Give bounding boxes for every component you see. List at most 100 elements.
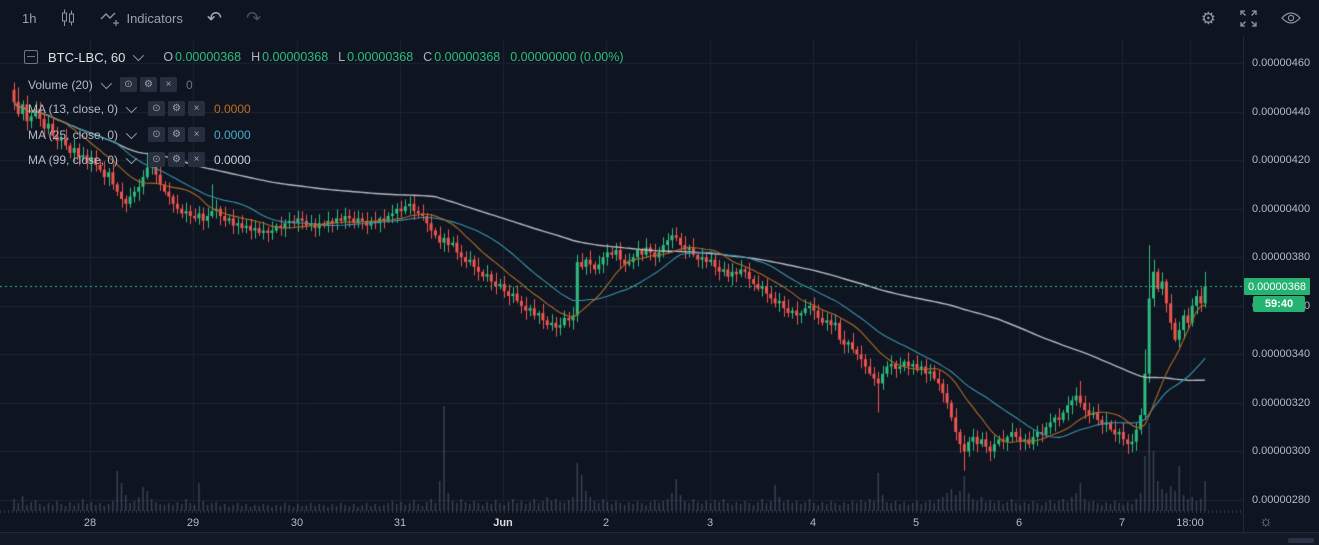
price-axis-label: 0.00000300 <box>1252 445 1311 458</box>
ma99-indicator-label[interactable]: MA (99, close, 0) <box>28 152 148 167</box>
gear-icon: ⚙ <box>172 129 181 140</box>
ma13-value: 0.0000 <box>214 101 251 116</box>
hide-indicator-button[interactable]: ⊙ <box>120 77 137 92</box>
price-axis-border <box>1243 36 1244 533</box>
remove-indicator-button[interactable]: × <box>188 127 205 142</box>
interval-button[interactable]: 1h <box>22 11 36 26</box>
close-value: 0.00000368 <box>434 50 501 64</box>
ma25-indicator-buttons: ⊙ ⚙ × <box>148 127 205 142</box>
fullscreen-icon <box>1240 9 1257 27</box>
time-axis-label: 3 <box>706 517 714 529</box>
gear-icon: ⚙ <box>1200 8 1216 28</box>
volume-label-text: Volume (20) <box>28 77 93 92</box>
indicator-settings-button[interactable]: ⚙ <box>168 101 185 116</box>
time-axis-label: 4 <box>809 517 817 529</box>
hide-indicator-button[interactable]: ⊙ <box>148 152 165 167</box>
chevron-down-icon[interactable] <box>133 49 145 62</box>
volume-indicator-buttons: ⊙ ⚙ × <box>120 77 177 92</box>
price-axis[interactable]: 0.00000460 0.00000440 0.00000420 0.00000400… <box>1243 36 1319 512</box>
low-key: L <box>338 50 346 64</box>
price-axis-label: 0.00000420 <box>1252 154 1311 167</box>
indicator-row-volume: Volume (20) ⊙ ⚙ × 0 <box>28 76 193 93</box>
time-axis-label: 30 <box>290 517 304 529</box>
volume-value: 0 <box>186 77 193 92</box>
candlestick-style-icon <box>62 9 75 26</box>
indicator-row-ma99: MA (99, close, 0) ⊙ ⚙ × 0.0000 <box>28 151 251 168</box>
hide-drawings-button[interactable] <box>1281 11 1301 25</box>
time-axis-label: 28 <box>83 517 97 529</box>
undo-button[interactable]: ↶ <box>207 8 222 29</box>
ma99-label-text: MA (99, close, 0) <box>28 152 119 167</box>
symbol-title[interactable]: BTC-LBC, 60 <box>48 49 126 65</box>
close-icon: × <box>193 154 200 165</box>
change-value: 0.00000000 (0.00%) <box>510 50 624 64</box>
collapse-legend-icon[interactable] <box>24 50 38 64</box>
chevron-down-icon <box>125 101 138 113</box>
ohlc-values: O 0.00000368 H 0.00000368 L 0.00000368 C 0.0… <box>163 50 500 64</box>
chevron-down-icon <box>125 152 138 164</box>
hide-indicator-button[interactable]: ⊙ <box>148 101 165 116</box>
price-axis-label: 0.00000440 <box>1252 105 1311 118</box>
undo-icon: ↶ <box>206 7 222 28</box>
ma13-indicator-buttons: ⊙ ⚙ × <box>148 101 205 116</box>
scrollbar-corner <box>1288 538 1314 543</box>
time-axis-label: 18:00 <box>1176 517 1204 529</box>
indicators-icon <box>100 12 120 26</box>
time-axis-label: Jun <box>493 517 513 529</box>
chart-style-button[interactable] <box>60 9 76 27</box>
time-axis-label: 31 <box>393 517 407 529</box>
close-icon: × <box>193 103 200 114</box>
ma25-indicator-label[interactable]: MA (25, close, 0) <box>28 127 148 142</box>
toolbar-right-group: ⚙ <box>1201 10 1319 27</box>
time-axis-label: 2 <box>602 517 610 529</box>
gear-icon: ⚙ <box>172 154 181 165</box>
time-axis-label: 5 <box>912 517 920 529</box>
gear-icon: ⚙ <box>172 103 181 114</box>
indicator-settings-button[interactable]: ⚙ <box>140 77 157 92</box>
settings-button[interactable]: ⚙ <box>1201 10 1216 27</box>
indicator-row-ma13: MA (13, close, 0) ⊙ ⚙ × 0.0000 <box>28 100 251 117</box>
hide-indicator-button[interactable]: ⊙ <box>148 127 165 142</box>
eye-icon: ⊙ <box>152 129 161 140</box>
time-axis-label: 7 <box>1118 517 1126 529</box>
time-axis[interactable]: 28 29 30 31 Jun 2 3 4 5 6 7 18:00 <box>0 512 1243 533</box>
volume-indicator-label[interactable]: Volume (20) <box>28 77 120 92</box>
close-icon: × <box>193 129 200 140</box>
low-value: 0.00000368 <box>347 50 414 64</box>
ma99-value: 0.0000 <box>214 152 251 167</box>
ma25-value: 0.0000 <box>214 127 251 142</box>
remove-indicator-button[interactable]: × <box>188 101 205 116</box>
toolbar-left-group: 1h Indicators ↶ ↷ <box>0 8 261 29</box>
interval-label: 1h <box>22 10 37 26</box>
indicator-settings-button[interactable]: ⚙ <box>168 152 185 167</box>
redo-icon: ↷ <box>245 7 262 28</box>
remove-indicator-button[interactable]: × <box>188 152 205 167</box>
time-axis-minor-ticks <box>0 510 1243 513</box>
price-axis-label: 0.00000340 <box>1252 348 1311 361</box>
fullscreen-button[interactable] <box>1240 9 1257 27</box>
indicator-settings-button[interactable]: ⚙ <box>168 127 185 142</box>
time-axis-label: 29 <box>186 517 200 529</box>
bottom-strip <box>0 533 1319 545</box>
chevron-down-icon <box>100 77 112 89</box>
price-axis-label: 0.00000380 <box>1252 251 1311 264</box>
close-icon: × <box>165 79 172 90</box>
eye-icon <box>1281 12 1301 24</box>
remove-indicator-button[interactable]: × <box>160 77 177 92</box>
indicators-button[interactable]: Indicators <box>100 10 183 26</box>
ma13-indicator-label[interactable]: MA (13, close, 0) <box>28 101 148 116</box>
open-key: O <box>163 50 174 64</box>
time-axis-label: 6 <box>1015 517 1023 529</box>
indicator-row-ma25: MA (25, close, 0) ⊙ ⚙ × 0.0000 <box>28 126 251 143</box>
ma99-indicator-buttons: ⊙ ⚙ × <box>148 152 205 167</box>
eye-icon: ⊙ <box>152 154 161 165</box>
high-value: 0.00000368 <box>262 50 329 64</box>
brightness-toggle-button[interactable]: ☼ <box>1259 513 1273 530</box>
ma13-label-text: MA (13, close, 0) <box>28 101 119 116</box>
symbol-row: BTC-LBC, 60 O 0.00000368 H 0.00000368 L 0.0… <box>24 47 624 67</box>
price-axis-label: 0.00000320 <box>1252 396 1311 409</box>
candle-countdown-badge: 59:40 <box>1253 296 1305 312</box>
redo-button[interactable]: ↷ <box>246 8 261 29</box>
indicators-label: Indicators <box>126 10 183 26</box>
